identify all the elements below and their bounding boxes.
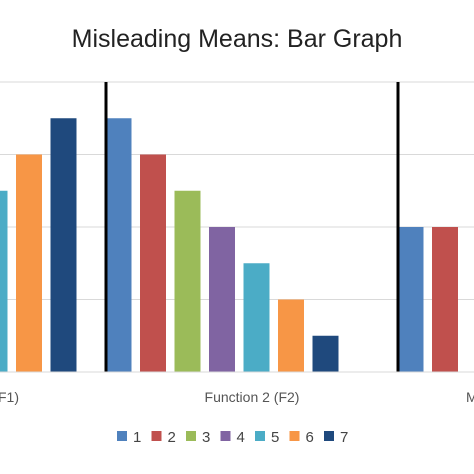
bars — [0, 118, 458, 372]
legend: 1 2 3 4 5 6 7 — [117, 429, 348, 446]
bar-series-7-cat-1 — [312, 335, 339, 372]
group-separators — [104, 82, 400, 372]
legend-label-6: 6 — [306, 429, 314, 446]
bar-series-1-cat-2 — [397, 227, 424, 372]
bar-series-6-cat-0 — [16, 154, 42, 372]
category-labels: F1) Function 2 (F2) M — [0, 389, 474, 405]
category-label: Function 2 (F2) — [205, 389, 300, 405]
legend-swatch-7 — [324, 431, 334, 441]
legend-swatch-5 — [255, 431, 265, 441]
bar-series-2-cat-1 — [140, 154, 166, 372]
legend-swatch-1 — [117, 431, 127, 441]
bar-series-3-cat-1 — [174, 190, 201, 372]
legend-swatch-6 — [289, 431, 300, 441]
legend-swatch-2 — [151, 431, 162, 441]
legend-label-1: 1 — [133, 429, 141, 446]
legend-swatch-3 — [186, 431, 196, 441]
bar-series-5-cat-0 — [0, 190, 8, 372]
legend-label-3: 3 — [202, 429, 210, 446]
bar-series-7-cat-0 — [50, 118, 77, 372]
bar-series-5-cat-1 — [243, 263, 270, 372]
category-label: M — [466, 389, 474, 405]
legend-label-7: 7 — [340, 429, 348, 446]
category-label: F1) — [0, 389, 19, 405]
gridlines — [0, 81, 474, 300]
bar-series-2-cat-2 — [432, 227, 458, 372]
bar-series-1-cat-1 — [105, 118, 132, 372]
legend-label-2: 2 — [168, 429, 176, 446]
bar-series-6-cat-1 — [278, 299, 304, 372]
legend-label-4: 4 — [237, 429, 245, 446]
chart-title: Misleading Means: Bar Graph — [72, 25, 403, 53]
legend-swatch-4 — [220, 431, 231, 441]
legend-label-5: 5 — [271, 429, 279, 446]
bar-series-4-cat-1 — [209, 227, 235, 372]
